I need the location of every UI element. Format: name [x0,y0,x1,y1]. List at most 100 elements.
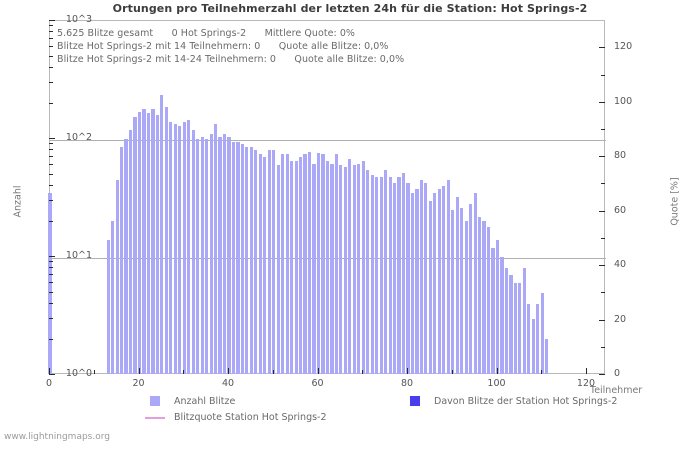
bar [205,139,209,374]
y-axis-right-minor-tick [601,292,605,294]
bar [290,161,294,374]
bar [442,185,446,374]
x-axis-minor-tick [183,370,185,374]
y-axis-right-tick-label: 0 [614,368,621,379]
bar [200,136,204,374]
bar [133,116,137,374]
bar [348,158,352,374]
bar [536,303,540,374]
legend-line-blitzquote [145,417,165,419]
x-axis-tick-label: 0 [45,378,53,389]
y-axis-left-minor-tick [49,25,53,27]
bar [142,108,146,374]
x-axis-minor-tick [93,370,95,374]
bar [111,221,115,374]
bar [307,151,312,374]
y-axis-right-tick-label: 80 [614,150,627,162]
bar [191,129,195,374]
x-axis-minor-tick [272,370,274,374]
y-axis-right-major-tick [599,156,605,158]
footer-watermark: www.lightningmaps.org [4,432,110,442]
y-axis-right-tick-label: 20 [614,313,627,325]
y-axis-left-minor-tick [49,274,53,276]
bar [196,139,200,374]
bar [437,188,441,374]
bar [209,134,213,374]
bar [388,176,392,374]
bar [231,141,236,374]
bar [178,125,182,374]
bar [486,226,491,374]
bar [155,114,159,374]
bar [164,107,168,374]
x-axis-tick-label: 100 [487,378,506,389]
bar [366,169,370,374]
y-axis-left-minor-tick [49,46,53,48]
bar [379,176,383,374]
chart-legend: Anzahl Blitze Davon Blitze der Station H… [0,392,700,432]
bar [464,221,468,374]
bar [455,197,459,374]
bar [495,239,500,374]
bar [509,275,513,374]
bar [419,179,423,374]
y-axis-right-tick-label: 120 [614,41,633,53]
bar [294,161,298,374]
y-axis-right-tick-label: 40 [614,259,627,271]
y-axis-right-minor-tick [601,128,605,130]
bar [285,153,289,374]
y-axis-right-major-tick [599,319,605,321]
bar [169,121,173,374]
bar [146,113,151,374]
bar [527,303,531,374]
bar [482,221,486,374]
y-axis-left-tick-label: 10^3 [65,14,92,25]
y-axis-left-minor-tick [49,102,53,104]
bar [401,172,406,374]
bar [137,111,142,374]
bar [433,192,437,374]
y-axis-left-minor-tick [49,267,53,269]
bar [263,157,267,374]
gridline-1e2 [50,140,606,141]
plot-area [48,20,606,374]
y-axis-left-label: Anzahl [12,185,24,218]
bar [531,318,535,374]
bar [281,153,285,374]
y-axis-right-tick-label: 60 [614,204,627,216]
x-axis-minor-tick [362,370,364,374]
bar [303,153,307,374]
bar [245,147,249,374]
y-axis-right-major-tick [599,210,605,212]
bar [410,192,415,374]
legend-label-station-blitze: Davon Blitze der Station Hot Springs-2 [434,396,618,407]
x-axis-major-tick [317,368,319,374]
bar [312,163,316,374]
bar [352,165,356,374]
x-axis-major-tick [228,368,229,374]
y-axis-left-minor-tick [49,38,53,40]
y-axis-left-minor-tick [49,55,53,57]
bar [540,292,544,374]
bar [370,174,374,374]
bar [115,179,119,374]
y-axis-left-major-tick [49,374,55,375]
y-axis-left-major-tick [49,20,55,21]
y-axis-left-tick-label: 10^2 [65,132,92,143]
y-axis-left-minor-tick [49,173,53,175]
bar [218,136,222,374]
bar [258,153,262,374]
y-axis-left-minor-tick [49,81,53,83]
y-axis-left-minor-tick [49,143,53,145]
x-axis-major-tick [407,368,408,374]
y-axis-right-minor-tick [601,346,605,348]
bar [124,139,128,374]
x-axis-minor-tick [451,370,453,374]
bar [160,95,164,374]
bar [272,150,276,374]
x-axis-tick-label: 120 [576,378,596,389]
bar [518,283,522,374]
bar [325,161,330,374]
bar [240,144,244,374]
